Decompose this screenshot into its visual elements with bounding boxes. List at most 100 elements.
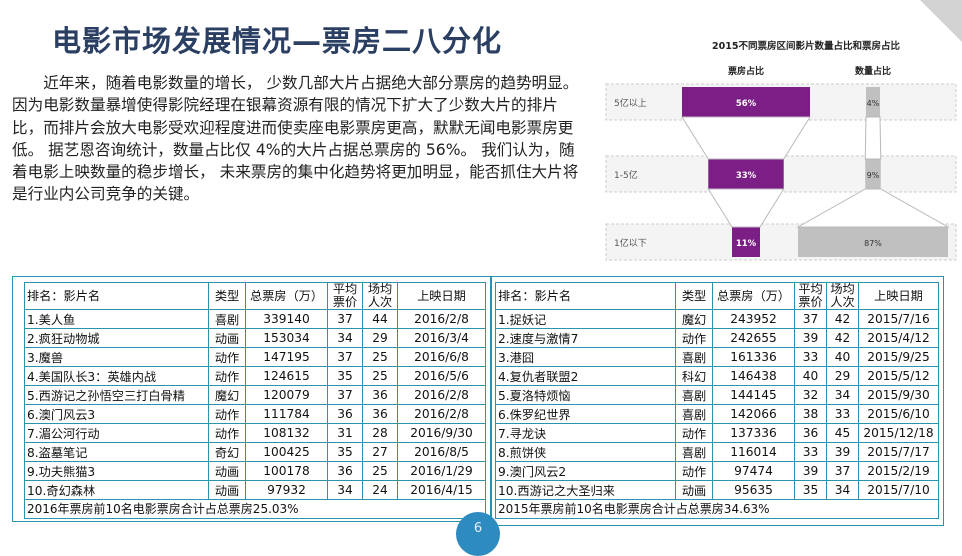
table-header-row: 排名：影片名 类型 总票房（万） 平均票价 场均人次 上映日期 — [24, 282, 486, 310]
body-paragraph-text: 近年来，随着电影数量的增长， 少数几部大片占据绝大部分票房的趋势明显。 因为电影… — [12, 74, 579, 204]
table-cell: 35 — [794, 480, 827, 500]
count-connector — [796, 188, 950, 228]
table-cell: 动作 — [208, 366, 246, 386]
table-2015-top10: 排名：影片名 类型 总票房（万） 平均票价 场均人次 上映日期 1.捉妖记 魔幻 243952… — [495, 282, 939, 519]
table-cell: 动画 — [675, 480, 713, 500]
category-label: 1亿以下 — [614, 237, 647, 249]
table-cell: 7.湄公河行动 — [24, 423, 209, 443]
table-row: 5.西游记之孙悟空三打白骨精 魔幻 120079 37 36 2016/2/8 — [24, 385, 486, 405]
box-office-bar — [682, 87, 810, 117]
body-paragraph: 近年来，随着电影数量的增长， 少数几部大片占据绝大部分票房的趋势明显。 因为电影… — [12, 72, 586, 206]
table-cell: 36 — [362, 385, 398, 405]
table-cell: 24 — [362, 480, 398, 500]
table-row: 1.美人鱼 喜剧 339140 37 44 2016/2/8 — [24, 309, 486, 329]
box-office-bar — [732, 227, 760, 257]
table-2016-top10: 排名：影片名 类型 总票房（万） 平均票价 场均人次 上映日期 1.美人鱼 喜剧 339140… — [24, 282, 486, 519]
count-connector — [864, 116, 882, 160]
table-cell: 27 — [362, 442, 398, 462]
table-cell: 动作 — [208, 347, 246, 367]
table-cell: 2016/6/8 — [397, 347, 486, 367]
count-label: 87% — [864, 239, 882, 248]
count-label: 4% — [867, 99, 880, 108]
count-bar — [865, 159, 881, 189]
corner-decoration — [920, 0, 962, 42]
table-cell: 2016/4/15 — [397, 480, 486, 500]
table-cell: 97932 — [245, 480, 328, 500]
table-row: 8.煎饼侠 喜剧 116014 33 39 2015/7/17 — [495, 442, 939, 462]
column-header: 上映日期 — [397, 282, 486, 310]
column-header: 场均人次 — [362, 282, 398, 310]
column-header: 平均票价 — [327, 282, 363, 310]
table-cell: 8.煎饼侠 — [495, 442, 676, 462]
box-office-bar — [708, 159, 784, 189]
table-footer-note: 2016年票房前10名电影票房合计占总票房25.03% — [24, 499, 486, 519]
table-cell: 34 — [327, 480, 363, 500]
table-row: 8.盗墓笔记 奇幻 100425 35 27 2016/8/5 — [24, 442, 486, 462]
table-footer-row: 2016年票房前10名电影票房合计占总票房25.03% — [24, 499, 486, 519]
column-header: 排名：影片名 — [24, 282, 209, 310]
table-outline-right — [491, 276, 944, 526]
page-number: 6 — [456, 512, 500, 556]
funnel-connector — [707, 188, 785, 228]
table-cell: 8.盗墓笔记 — [24, 442, 209, 462]
table-cell: 6.澳门风云3 — [24, 404, 209, 424]
table-cell: 36 — [362, 404, 398, 424]
count-bar — [798, 227, 948, 257]
table-footer-note: 2015年票房前10名电影票房合计占总票房34.63% — [495, 499, 939, 519]
table-row: 7.寻龙诀 动作 137336 36 45 2015/12/18 — [495, 423, 939, 443]
table-header-row: 排名：影片名 类型 总票房（万） 平均票价 场均人次 上映日期 — [495, 282, 939, 310]
column-header: 总票房（万） — [245, 282, 328, 310]
table-cell: 39 — [826, 442, 859, 462]
table-cell: 242655 — [712, 328, 795, 348]
column-header: 平均票价 — [794, 282, 827, 310]
table-cell: 2015/5/12 — [858, 366, 939, 386]
table-cell: 95635 — [712, 480, 795, 500]
table-cell: 40 — [826, 347, 859, 367]
table-cell: 97474 — [712, 461, 795, 481]
table-cell: 2015/6/10 — [858, 404, 939, 424]
table-footer-row: 2015年票房前10名电影票房合计占总票房34.63% — [495, 499, 939, 519]
column-header: 类型 — [208, 282, 246, 310]
table-row: 6.侏罗纪世界 喜剧 142066 38 33 2015/6/10 — [495, 404, 939, 424]
category-label: 5亿以上 — [614, 97, 647, 109]
table-cell: 3.港囧 — [495, 347, 676, 367]
table-row: 9.澳门风云2 动作 97474 39 37 2015/2/19 — [495, 461, 939, 481]
table-cell: 120079 — [245, 385, 328, 405]
table-cell: 10.西游记之大圣归来 — [495, 480, 676, 500]
legend-box-office: 票房占比 — [728, 65, 764, 77]
table-cell: 动画 — [208, 480, 246, 500]
box-office-label: 11% — [736, 239, 757, 249]
table-cell: 2016/2/8 — [397, 404, 486, 424]
table-cell: 2015/7/10 — [858, 480, 939, 500]
table-cell: 喜剧 — [208, 309, 246, 329]
count-label: 9% — [867, 171, 880, 180]
chart-title: 2015不同票房区间影片数量占比和票房占比 — [712, 40, 900, 52]
legend-count: 数量占比 — [855, 65, 891, 77]
table-row: 4.复仇者联盟2 科幻 146438 40 29 2015/5/12 — [495, 366, 939, 386]
category-label: 1-5亿 — [614, 169, 638, 181]
table-cell: 6.侏罗纪世界 — [495, 404, 676, 424]
table-row: 9.功夫熊猫3 动画 100178 36 25 2016/1/29 — [24, 461, 486, 481]
table-cell: 39 — [794, 328, 827, 348]
table-row: 10.奇幻森林 动画 97932 34 24 2016/4/15 — [24, 480, 486, 500]
column-header: 上映日期 — [858, 282, 939, 310]
table-cell: 5.西游记之孙悟空三打白骨精 — [24, 385, 209, 405]
table-cell: 2016/3/4 — [397, 328, 486, 348]
table-cell: 2015/7/17 — [858, 442, 939, 462]
table-cell: 2016/2/8 — [397, 309, 486, 329]
box-office-share-chart: 2015不同票房区间影片数量占比和票房占比票房占比 数量占比 5亿以上 1-5亿 1亿以… — [598, 32, 962, 268]
table-row: 5.夏洛特烦恼 喜剧 144145 32 34 2015/9/30 — [495, 385, 939, 405]
table-row: 3.港囧 喜剧 161336 33 40 2015/9/25 — [495, 347, 939, 367]
table-cell: 40 — [794, 366, 827, 386]
slide-title: 电影市场发展情况—票房二八分化 — [52, 24, 503, 58]
table-cell: 动画 — [208, 461, 246, 481]
table-cell: 153034 — [245, 328, 328, 348]
table-cell: 137336 — [712, 423, 795, 443]
count-bar — [866, 87, 880, 117]
table-cell: 魔幻 — [208, 385, 246, 405]
table-cell: 36 — [794, 423, 827, 443]
table-cell: 339140 — [245, 309, 328, 329]
box-office-label: 33% — [736, 171, 757, 181]
table-cell: 29 — [826, 366, 859, 386]
table-cell: 142066 — [712, 404, 795, 424]
